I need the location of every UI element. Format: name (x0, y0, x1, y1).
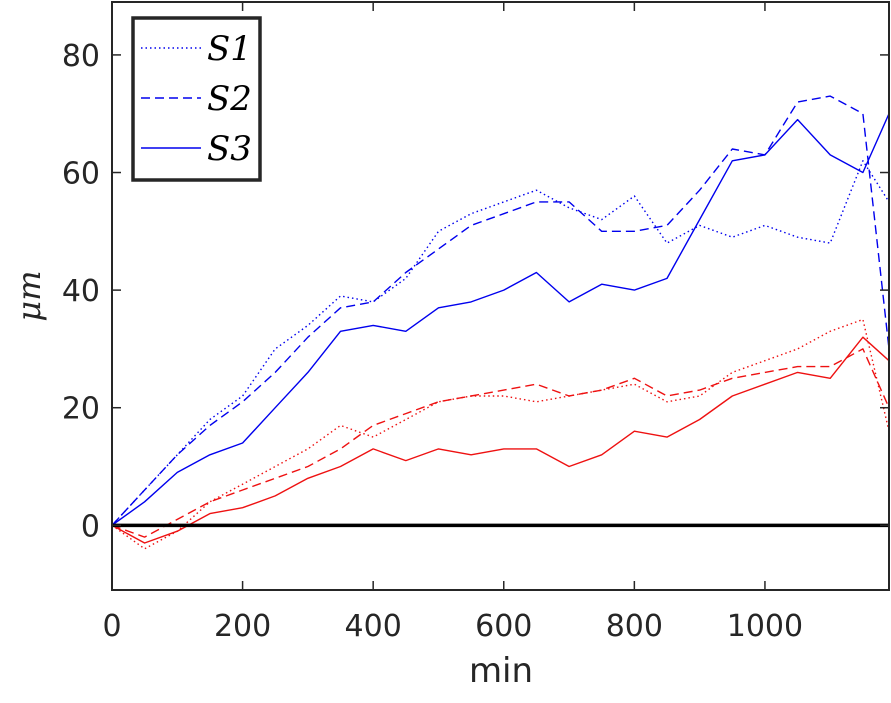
y-tick-label: 60 (62, 157, 100, 192)
axes-layer: 0 200 400 600 800 1000 0 20 40 60 80 (62, 1, 890, 644)
y-tick-label: 40 (62, 274, 100, 309)
legend-label-s1: S1 (207, 29, 252, 69)
x-tick-label: 0 (102, 609, 121, 644)
legend-label-s2: S2 (207, 79, 252, 119)
legend-label-s3: S3 (207, 129, 252, 169)
series-layer (112, 95, 889, 550)
y-tick-label: 20 (62, 392, 100, 427)
x-tick-label: 600 (475, 609, 532, 644)
x-tick-label: 800 (606, 609, 663, 644)
series-line-s2-red (112, 348, 889, 538)
x-axis-label: min (469, 651, 533, 691)
y-tick-label: 0 (81, 509, 100, 544)
series-line-s1-red (112, 318, 889, 550)
x-tick-label: 1000 (727, 609, 803, 644)
series-line-s3-red (112, 336, 889, 544)
legend: S1 S2 S3 (131, 16, 262, 182)
y-axis-label: μm (10, 270, 48, 321)
legend-box (131, 16, 262, 182)
x-tick-label: 400 (345, 609, 402, 644)
series-line-s3-blue (112, 113, 889, 526)
y-tick-label: 80 (62, 39, 100, 74)
x-tick-label: 200 (214, 609, 271, 644)
axes-box (111, 1, 890, 591)
